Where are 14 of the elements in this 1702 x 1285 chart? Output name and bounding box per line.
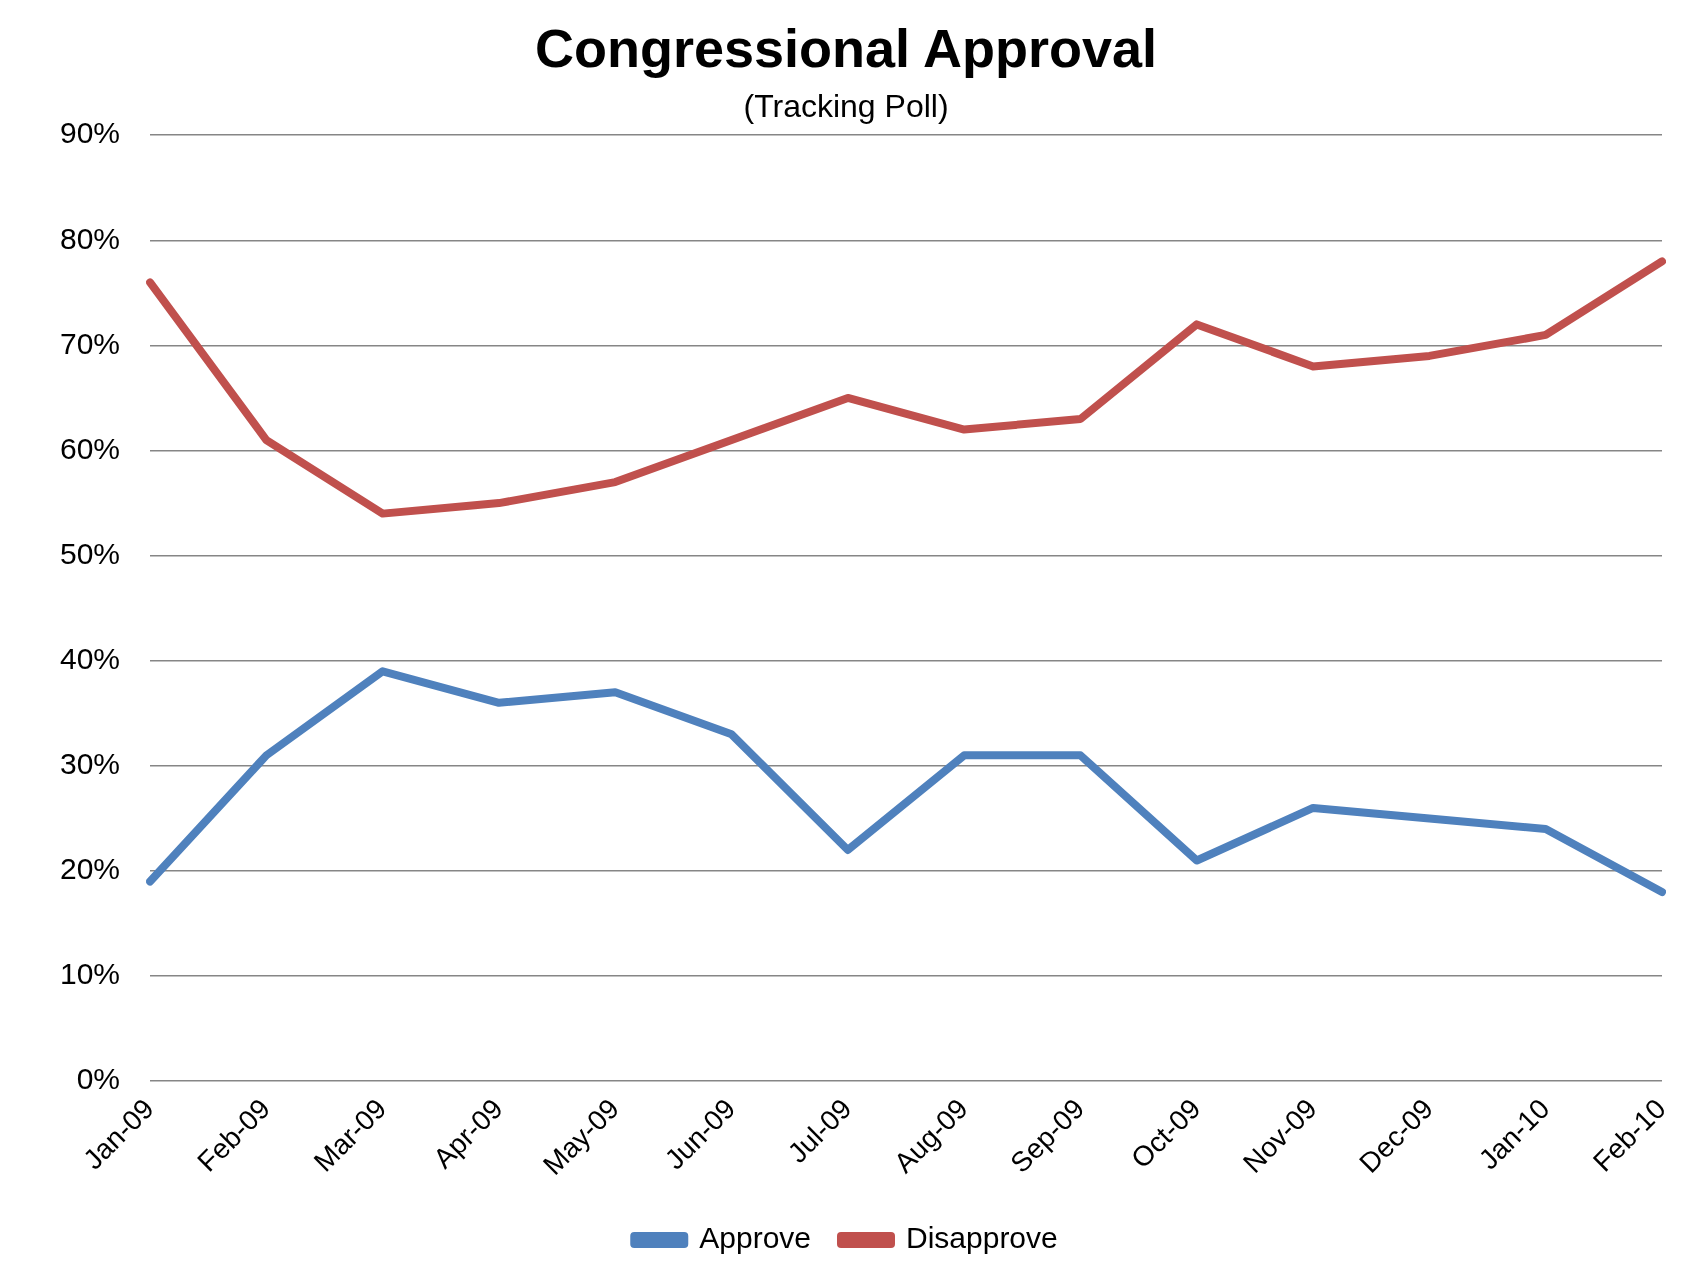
y-tick-label: 30% (60, 747, 121, 781)
legend-label: Disapprove (906, 1221, 1058, 1255)
y-tick-label: 50% (60, 536, 121, 570)
y-tick-label: 80% (60, 221, 121, 255)
chart-title: Congressional Approval (534, 18, 1158, 79)
y-tick-label: 60% (60, 431, 121, 465)
y-tick-label: 40% (60, 642, 121, 676)
y-tick-label: 20% (60, 852, 121, 886)
y-tick-label: 0% (76, 1062, 121, 1096)
chart-subtitle: (Tracking Poll) (743, 87, 949, 124)
legend-label: Approve (699, 1221, 812, 1255)
y-tick-label: 10% (60, 957, 121, 991)
y-tick-label: 70% (60, 326, 121, 360)
y-tick-label: 90% (60, 116, 121, 150)
